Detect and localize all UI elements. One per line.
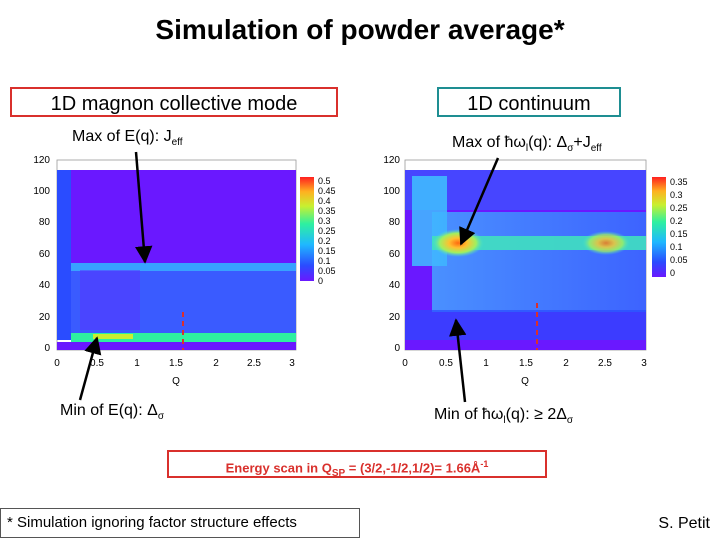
left-bottom <box>57 342 296 350</box>
right-low-region <box>405 310 646 340</box>
right-ytick-20: 20 <box>389 312 401 323</box>
left-top-arrow <box>134 151 153 264</box>
right-hotspot-2 <box>582 231 630 255</box>
right-ytick-80: 80 <box>389 217 401 228</box>
left-cbar-025: 0.25 <box>318 226 336 236</box>
right-bottom-arrow <box>449 318 467 403</box>
right-cbar-000: 0 <box>670 268 675 278</box>
right-cbar-025: 0.25 <box>670 203 688 213</box>
right-cbar-015: 0.15 <box>670 229 688 239</box>
right-annot-bottom: Min of ħωl(q): ≥ 2Δσ <box>434 406 574 427</box>
right-continuum <box>432 212 646 312</box>
right-panel-header: 1D continuum <box>437 87 621 117</box>
right-hotspot-1 <box>432 229 484 257</box>
left-low-band <box>71 333 296 342</box>
left-xtick-15: 1.5 <box>169 358 183 369</box>
left-xtick-2: 2 <box>213 358 219 369</box>
page-title: Simulation of powder average* <box>155 14 565 45</box>
right-cbar-005: 0.05 <box>670 255 688 265</box>
left-cbar-000: 0 <box>318 276 323 286</box>
left-edge-region <box>57 170 71 340</box>
left-cbar-045: 0.45 <box>318 186 336 196</box>
left-panel-header: 1D magnon collective mode <box>10 87 338 117</box>
left-cbar-005: 0.05 <box>318 266 336 276</box>
right-cbar-020: 0.2 <box>670 216 683 226</box>
left-ytick-60: 60 <box>39 249 51 260</box>
left-annot-bottom: Min of E(q): Δσ <box>60 402 164 423</box>
left-cbar-040: 0.4 <box>318 196 331 206</box>
left-ytick-40: 40 <box>39 280 51 291</box>
right-xtick-0: 0 <box>402 358 408 369</box>
left-ytick-0: 0 <box>44 343 50 354</box>
left-cbar-035: 0.35 <box>318 206 336 216</box>
right-xtick-1: 1 <box>483 358 489 369</box>
right-cbar-035: 0.35 <box>670 177 688 187</box>
right-ytick-40: 40 <box>389 280 401 291</box>
right-annot-top: Max of ħωl(q): Δσ+Jeff <box>452 134 602 155</box>
left-cbar-015: 0.15 <box>318 246 336 256</box>
right-xtick-2: 2 <box>563 358 569 369</box>
right-cbar-030: 0.3 <box>670 190 683 200</box>
left-cbar-030: 0.3 <box>318 216 331 226</box>
left-bottom-arrow <box>78 336 102 401</box>
left-cbar-050: 0.5 <box>318 176 331 186</box>
left-xtick-3: 3 <box>289 358 295 369</box>
left-upper-region <box>57 170 296 264</box>
right-ytick-120: 120 <box>383 155 400 166</box>
left-xtick-05: 0.5 <box>90 358 104 369</box>
right-top-arrow <box>459 157 500 246</box>
left-xlabel: Q <box>172 376 180 387</box>
footnote: * Simulation ignoring factor structure e… <box>0 508 360 538</box>
right-xtick-3: 3 <box>641 358 647 369</box>
right-xtick-15: 1.5 <box>519 358 533 369</box>
author: S. Petit <box>658 515 710 532</box>
left-xtick-0: 0 <box>54 358 60 369</box>
right-ytick-0: 0 <box>394 343 400 354</box>
right-xtick-05: 0.5 <box>439 358 453 369</box>
right-colorbar <box>652 177 666 277</box>
left-annot-top: Max of E(q): Jeff <box>72 128 183 149</box>
left-xtick-25: 2.5 <box>247 358 261 369</box>
left-cbar-020: 0.2 <box>318 236 331 246</box>
right-ytick-60: 60 <box>389 249 401 260</box>
left-top-edge <box>71 263 296 271</box>
right-heatmap: 0 20 40 60 80 100 120 0 0.5 1 1.5 2 2.5 … <box>383 155 687 387</box>
right-xlabel: Q <box>521 376 529 387</box>
left-ytick-20: 20 <box>39 312 51 323</box>
right-xtick-25: 2.5 <box>598 358 612 369</box>
right-ytick-100: 100 <box>383 186 400 197</box>
left-ytick-100: 100 <box>33 186 50 197</box>
right-cbar-010: 0.1 <box>670 242 683 252</box>
left-colorbar <box>300 177 314 281</box>
left-heatmap: 0 20 40 60 80 100 120 0 0.5 1 1.5 2 2.5 … <box>33 155 335 387</box>
right-bottom <box>405 340 646 350</box>
left-xtick-1: 1 <box>134 358 140 369</box>
energy-scan-box: Energy scan in QSP = (3/2,-1/2,1/2)= 1.6… <box>167 450 547 479</box>
left-mid-shade <box>80 270 140 330</box>
left-cbar-010: 0.1 <box>318 256 331 266</box>
left-low-hot <box>93 334 133 339</box>
left-ytick-120: 120 <box>33 155 50 166</box>
left-ytick-80: 80 <box>39 217 51 228</box>
